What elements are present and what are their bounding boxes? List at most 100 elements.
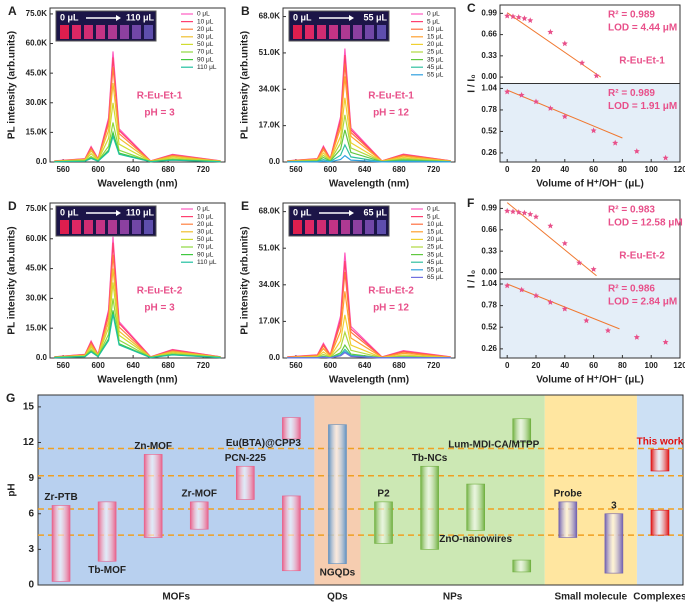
group-label: MOFs <box>162 592 190 603</box>
data-point <box>547 222 554 229</box>
legend-label: 110 μL <box>197 259 217 266</box>
legend-label: 70 μL <box>197 49 214 56</box>
vial <box>341 220 350 234</box>
y-axis-label: PL intensity (arb.units) <box>7 226 18 334</box>
group-label: Small molecule <box>554 592 627 603</box>
legend-label: 30 μL <box>197 34 214 41</box>
y-tick-label: 34.0K <box>259 280 281 289</box>
data-point <box>593 72 600 79</box>
x-tick-label: 120 <box>673 165 685 174</box>
spectrum-line <box>287 154 451 163</box>
x-tick-label: 720 <box>427 165 441 174</box>
x-tick-label: 40 <box>560 361 569 370</box>
legend-label: 25 μL <box>427 49 444 56</box>
legend-label: 0 μL <box>197 11 210 18</box>
x-tick-label: 680 <box>392 361 406 370</box>
inset-arrow-head <box>116 210 121 216</box>
inset-label: 55 μL <box>363 12 387 22</box>
y-tick-label: 6 <box>28 508 34 519</box>
fit-line <box>506 12 602 78</box>
x-tick-label: 600 <box>91 165 105 174</box>
x-tick-label: 120 <box>673 361 685 370</box>
annotation: R² = 0.983 <box>608 205 655 216</box>
data-point <box>662 339 669 345</box>
y-tick-label: 30.0K <box>26 98 48 107</box>
annotation: R-Eu-Et-1 <box>368 91 414 102</box>
spectrum-line <box>54 314 221 359</box>
subplot-frame <box>499 278 681 359</box>
annotation: R² = 0.986 <box>608 284 655 295</box>
y-axis-label: I / I₀ <box>467 270 478 288</box>
data-point <box>583 317 590 324</box>
data-point <box>533 98 539 105</box>
legend-label: 30 μL <box>197 229 214 236</box>
inset-label: 0 μL <box>293 12 312 22</box>
group-label: NPs <box>443 592 463 603</box>
legend-label: 90 μL <box>197 56 214 63</box>
x-tick-label: 100 <box>645 165 659 174</box>
bar-label: Tb-NCs <box>412 453 448 464</box>
data-point <box>561 40 568 47</box>
data-point <box>521 15 528 22</box>
data-point <box>561 113 568 120</box>
vial <box>72 220 81 234</box>
range-bar <box>189 501 209 530</box>
y-tick-label: 0.0 <box>269 353 281 362</box>
bar-label: PCN-225 <box>225 453 267 464</box>
x-tick-label: 80 <box>618 361 627 370</box>
legend-label: 15 μL <box>427 34 444 41</box>
vial <box>84 25 93 39</box>
y-tick-label: 15 <box>23 402 35 413</box>
legend-label: 25 μL <box>427 244 444 251</box>
y-tick-label: 60.0K <box>26 234 48 243</box>
y-tick-label: 1.04 <box>481 279 497 288</box>
vial <box>365 25 374 39</box>
legend-label: 35 μL <box>427 251 444 258</box>
legend-label: 0 μL <box>197 206 210 213</box>
vial <box>305 220 314 234</box>
data-point <box>518 91 525 98</box>
range-bar <box>512 418 532 443</box>
y-tick-label: 0.78 <box>481 105 497 114</box>
range-bar <box>650 449 670 472</box>
range-bar <box>466 483 485 531</box>
x-tick-label: 60 <box>589 165 598 174</box>
vial <box>132 25 141 39</box>
x-tick-label: 600 <box>324 361 338 370</box>
y-tick-label: 17.0K <box>259 121 281 130</box>
y-tick-label: 0.00 <box>481 268 497 277</box>
vial <box>96 25 105 39</box>
spectrum-line <box>287 114 451 163</box>
annotation: R² = 0.989 <box>608 10 655 21</box>
annotation: pH = 12 <box>373 303 409 314</box>
panel-letter: G <box>6 391 15 405</box>
x-tick-label: 20 <box>532 361 541 370</box>
x-tick-label: 0 <box>505 165 510 174</box>
legend-label: 50 μL <box>197 41 214 48</box>
legend-label: 110 μL <box>197 64 217 71</box>
vial <box>144 25 153 39</box>
y-tick-label: 0.99 <box>481 8 497 17</box>
y-tick-label: 0.52 <box>481 127 497 136</box>
annotation: LOD = 12.58 μM <box>608 218 683 229</box>
vial <box>341 25 350 39</box>
y-tick-label: 45.0K <box>26 68 48 77</box>
y-tick-label: 0.26 <box>481 344 497 353</box>
data-point <box>579 59 586 66</box>
spectrum-line <box>287 351 451 359</box>
vial <box>329 25 338 39</box>
y-tick-label: 0.00 <box>481 72 497 81</box>
y-tick-label: 0 <box>28 580 34 591</box>
spectrum-line <box>287 314 451 359</box>
y-tick-label: 0.78 <box>481 301 497 310</box>
spectrum-line <box>287 291 451 358</box>
legend-label: 55 μL <box>427 267 444 274</box>
range-bar <box>97 501 117 562</box>
range-bar <box>512 559 532 573</box>
data-point <box>527 211 534 217</box>
y-tick-label: 75.0K <box>26 204 48 213</box>
vial <box>120 25 129 39</box>
vial <box>96 220 105 234</box>
group-label: Complexes <box>633 592 685 603</box>
